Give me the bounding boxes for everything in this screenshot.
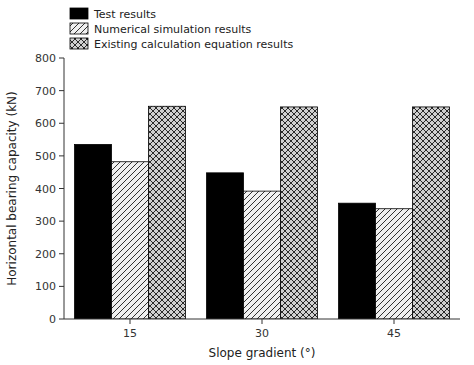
bar [148,106,185,319]
chart: 0 100 200 300 400 500 600 700 800 15 30 45 Slope gra… [0,0,474,365]
x-tick-label: 30 [255,327,269,340]
y-tick-label: 600 [35,117,56,130]
y-tick [59,90,64,91]
bar [244,191,281,319]
bar [412,107,449,319]
legend-swatch [70,23,88,34]
legend-label: Numerical simulation results [94,23,252,36]
legend-label: Existing calculation equation results [94,38,293,51]
y-tick [59,155,64,156]
y-tick [59,221,64,222]
y-tick-label: 0 [49,313,56,326]
y-tick-label: 800 [35,52,56,65]
legend-label: Test results [93,8,156,21]
y-tick-label: 200 [35,248,56,261]
legend-swatch [70,38,88,49]
chart-container: 0 100 200 300 400 500 600 700 800 15 30 45 Slope gra… [0,0,474,365]
legend: Test results Numerical simulation results… [70,8,293,51]
y-tick [59,319,64,320]
y-tick [59,123,64,124]
bars [75,106,450,319]
x-tick [130,319,131,324]
y-tick [59,58,64,59]
x-tick [394,319,395,324]
bar [339,203,376,319]
x-axis-title: Slope gradient (°) [209,346,316,360]
x-tick-label: 45 [387,327,401,340]
bar [207,173,244,319]
y-tick-label: 300 [35,215,56,228]
bar [376,209,413,319]
y-tick [59,286,64,287]
y-axis-title: Horizontal bearing capacity (kN) [5,91,19,286]
y-tick-label: 500 [35,150,56,163]
legend-swatch [70,8,88,19]
bar [75,144,112,319]
x-tick-label: 15 [123,327,137,340]
bar [112,162,149,319]
y-tick-label: 100 [35,280,56,293]
y-tick [59,253,64,254]
y-tick-label: 700 [35,85,56,98]
y-tick [59,188,64,189]
y-tick-label: 400 [35,183,56,196]
bar [280,107,317,319]
x-tick [262,319,263,324]
